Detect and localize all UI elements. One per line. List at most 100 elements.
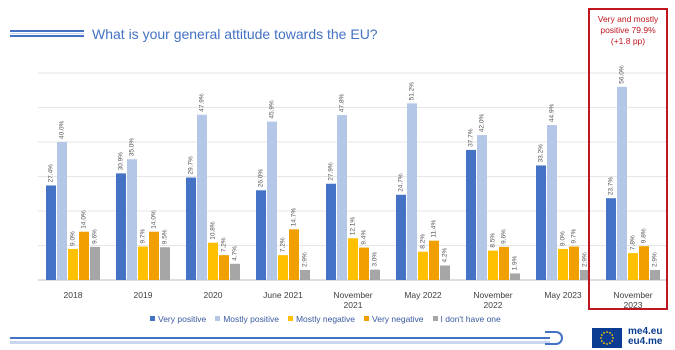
bar (127, 159, 137, 280)
x-tick-label: May 2022 (404, 290, 442, 300)
bar (348, 238, 358, 280)
data-label: 7.2% (280, 237, 287, 252)
x-tick-label: November (473, 290, 512, 300)
data-label: 1.9% (512, 255, 519, 270)
x-tick-label: 2022 (484, 300, 503, 310)
legend-label: Very negative (372, 314, 424, 324)
data-label: 37.7% (468, 128, 475, 147)
data-label: 44.9% (549, 103, 556, 122)
data-label: 9.0% (560, 231, 567, 246)
bar (186, 177, 196, 280)
data-label: 23.7% (608, 177, 615, 196)
highlight-box: Very and mostly positive 79.9% (+1.8 pp) (588, 8, 668, 310)
star-icon (611, 340, 614, 342)
x-tick-label: 2023 (624, 300, 643, 310)
bar (116, 173, 126, 280)
data-label: 27.9% (328, 162, 335, 181)
chart-title: What is your general attitude towards th… (92, 26, 378, 42)
bar (370, 269, 380, 280)
data-label: 11.4% (431, 220, 438, 238)
data-label: 33.2% (538, 144, 545, 163)
bar (289, 229, 299, 280)
bar (46, 185, 56, 280)
bar (278, 255, 288, 280)
bar (418, 251, 428, 280)
star-icon (612, 337, 614, 339)
data-label: 47.9% (199, 93, 206, 112)
bar (536, 165, 546, 280)
bar (499, 246, 509, 280)
star-icon (609, 331, 611, 334)
eu-flag-icon (592, 328, 622, 348)
data-label: 51.2% (409, 82, 416, 101)
bar (219, 255, 229, 280)
data-label: 45.9% (269, 100, 276, 119)
legend-item: Very positive (150, 314, 206, 324)
x-tick-label: 2021 (344, 300, 363, 310)
data-label: 9.8% (641, 228, 648, 243)
bar (79, 231, 89, 280)
legend-label: Mostly negative (295, 314, 356, 324)
data-label: 8.5% (490, 233, 497, 248)
legend-item: Mostly negative (287, 314, 356, 324)
data-label: 10.8% (210, 221, 217, 240)
bar (650, 269, 660, 280)
bar (326, 183, 336, 280)
bar (466, 149, 476, 280)
bar (90, 246, 100, 280)
star-icon (603, 331, 605, 334)
data-label: 2.9% (582, 252, 589, 267)
bar-chart: 27.4% 40.0% 9.0% 14.0% 9.6% 2018 30.9% 35.0% 9.7… (38, 65, 668, 310)
x-tick-label: 2019 (134, 290, 153, 300)
data-label: 56.0% (619, 65, 626, 84)
data-label: 24.7% (398, 173, 405, 192)
data-label: 4.7% (232, 246, 239, 261)
bar (477, 135, 487, 280)
highlight-annotation: Very and mostly positive 79.9% (+1.8 pp) (597, 14, 659, 46)
legend-swatch (215, 316, 221, 321)
logo-line-2: eu4.me (628, 336, 663, 347)
x-tick-label: May 2023 (544, 290, 582, 300)
bar (558, 248, 568, 280)
bar (149, 231, 159, 280)
star-icon (603, 342, 605, 345)
bar (359, 247, 369, 280)
star-icon (611, 334, 614, 336)
bar (160, 247, 170, 280)
data-label: 9.7% (571, 228, 578, 243)
star-icon (606, 343, 608, 345)
data-label: 9.7% (140, 228, 147, 243)
data-label: 14.0% (151, 210, 158, 229)
data-label: 47.8% (339, 93, 346, 112)
data-label: 9.4% (361, 230, 368, 245)
legend-label: Very positive (158, 314, 207, 324)
legend-swatch (150, 316, 155, 321)
star-icon (600, 340, 603, 342)
data-label: 12.1% (350, 217, 357, 236)
legend-swatch (432, 316, 438, 321)
data-label: 27.4% (48, 164, 55, 183)
bar (510, 273, 520, 280)
data-label: 29.7% (188, 156, 195, 175)
bar (68, 248, 78, 280)
data-label: 30.9% (118, 152, 125, 171)
data-label: 4.2% (442, 247, 449, 262)
data-label: 26.0% (258, 169, 265, 188)
footer-decoration (10, 337, 550, 345)
star-icon (600, 337, 602, 339)
bar (429, 240, 439, 280)
title-decoration (10, 30, 84, 37)
data-label: 14.0% (81, 210, 88, 229)
bar (57, 142, 67, 280)
data-label: 35.0% (129, 138, 136, 157)
bar (488, 250, 498, 280)
legend-item: Very negative (364, 314, 424, 324)
x-tick-label: June 2021 (263, 290, 303, 300)
bar (639, 246, 649, 280)
data-label: 3.0% (372, 252, 379, 267)
bar (197, 114, 207, 281)
bar (606, 198, 616, 280)
legend-item: Mostly positive (215, 314, 279, 324)
bar (617, 86, 627, 280)
me4eu-logo: me4.eu eu4.me (628, 327, 662, 347)
